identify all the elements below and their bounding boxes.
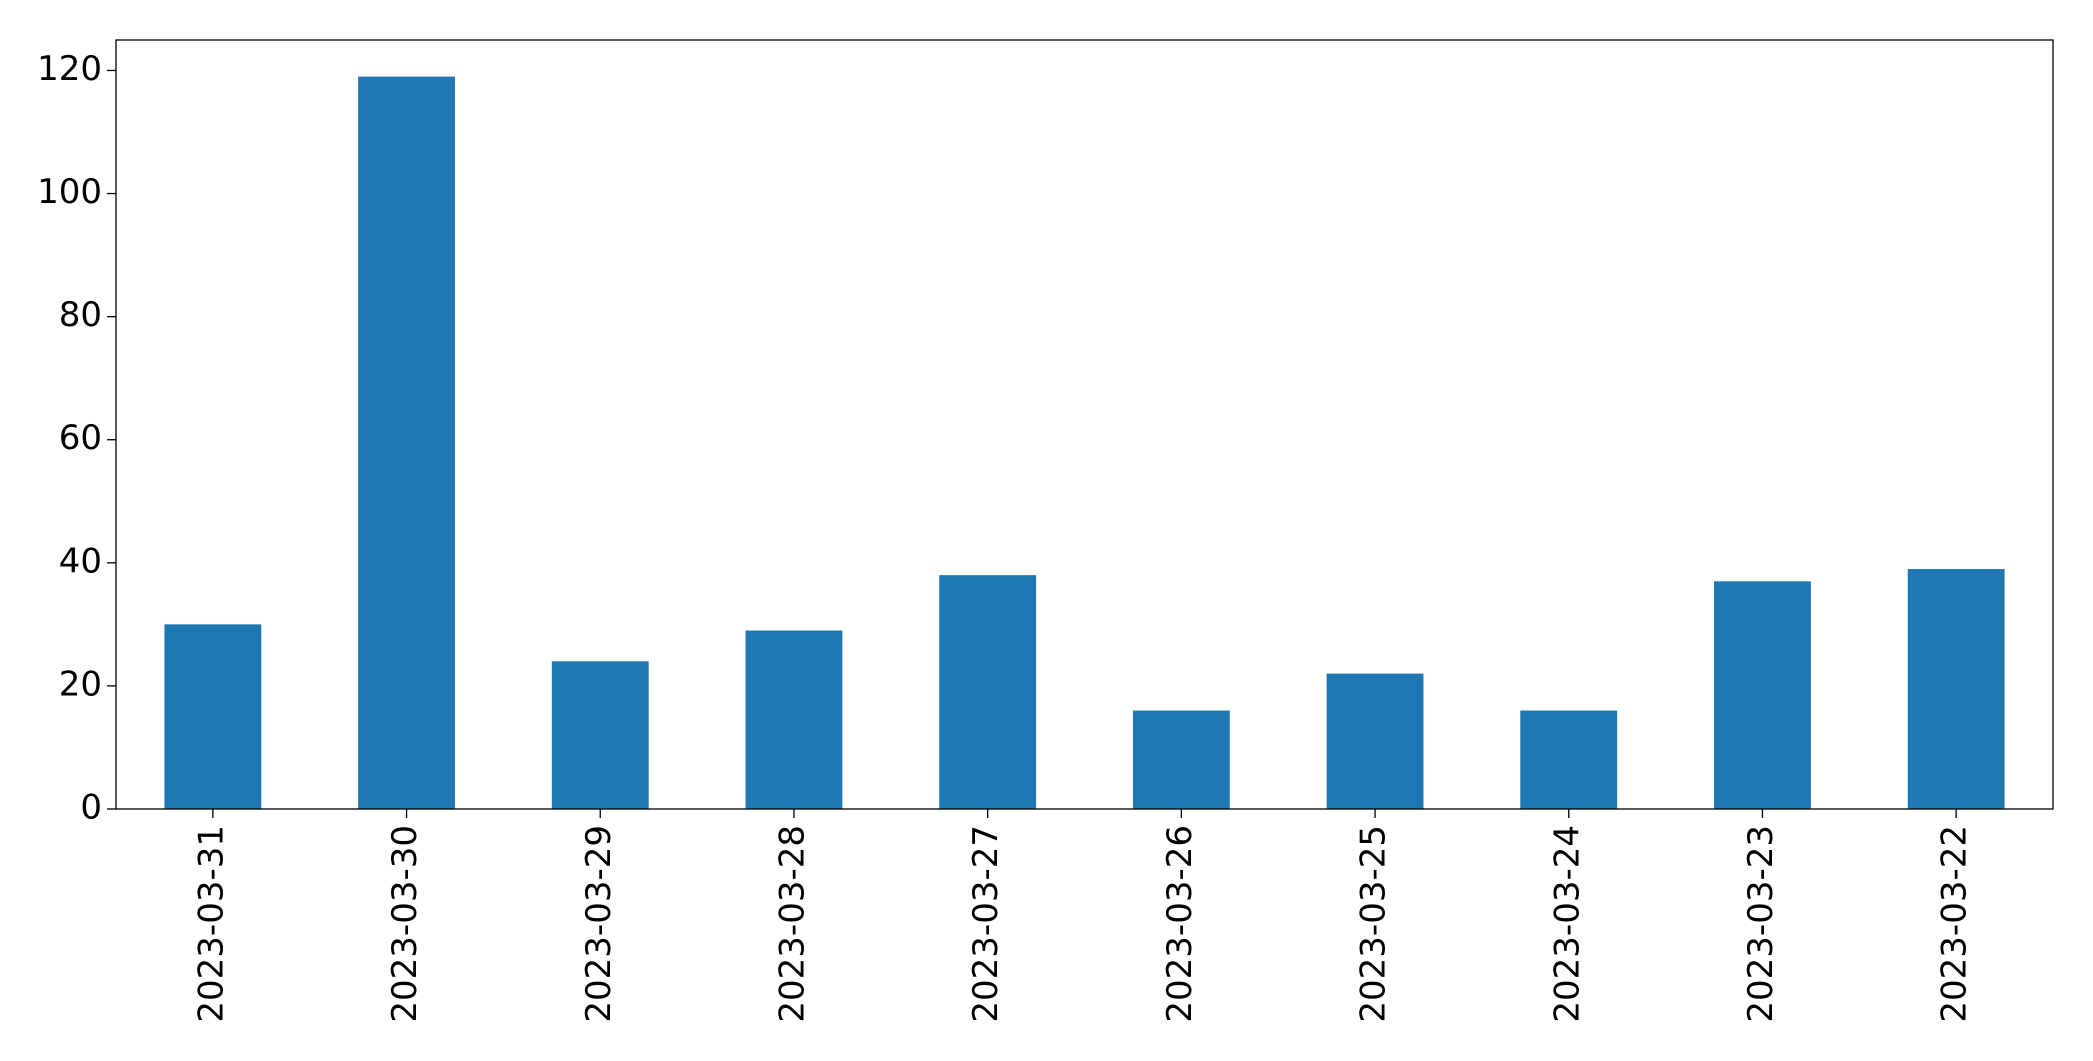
- y-tick-label: 80: [59, 295, 102, 335]
- x-tick-label: 2023-03-28: [772, 825, 812, 1023]
- y-tick-label: 40: [59, 541, 102, 581]
- y-tick-label: 0: [80, 788, 102, 828]
- x-tick-label: 2023-03-31: [191, 825, 231, 1023]
- bar: [1907, 568, 2005, 809]
- x-tick-label: 2023-03-24: [1547, 825, 1587, 1023]
- bar: [1714, 581, 1811, 809]
- x-tick-label: 2023-03-25: [1354, 825, 1394, 1023]
- bar: [358, 76, 455, 810]
- x-tick-label: 2023-03-29: [579, 825, 619, 1023]
- bar: [551, 661, 649, 809]
- x-tick-label: 2023-03-23: [1741, 825, 1781, 1023]
- bar: [1326, 673, 1424, 809]
- x-tick-label: 2023-03-26: [1160, 825, 1200, 1023]
- y-tick-label: 120: [37, 49, 102, 89]
- bar: [939, 575, 1037, 809]
- bar: [164, 624, 262, 809]
- bar: [1520, 710, 1618, 809]
- bar: [1132, 710, 1230, 809]
- y-tick-label: 100: [37, 172, 102, 212]
- y-tick-label: 60: [59, 418, 102, 458]
- y-tick-label: 20: [59, 664, 102, 704]
- x-tick-label: 2023-03-22: [1935, 825, 1975, 1023]
- x-tick-label: 2023-03-27: [966, 825, 1006, 1023]
- plot-frame: [115, 39, 2054, 810]
- bar: [745, 630, 843, 809]
- x-tick-label: 2023-03-30: [385, 825, 425, 1023]
